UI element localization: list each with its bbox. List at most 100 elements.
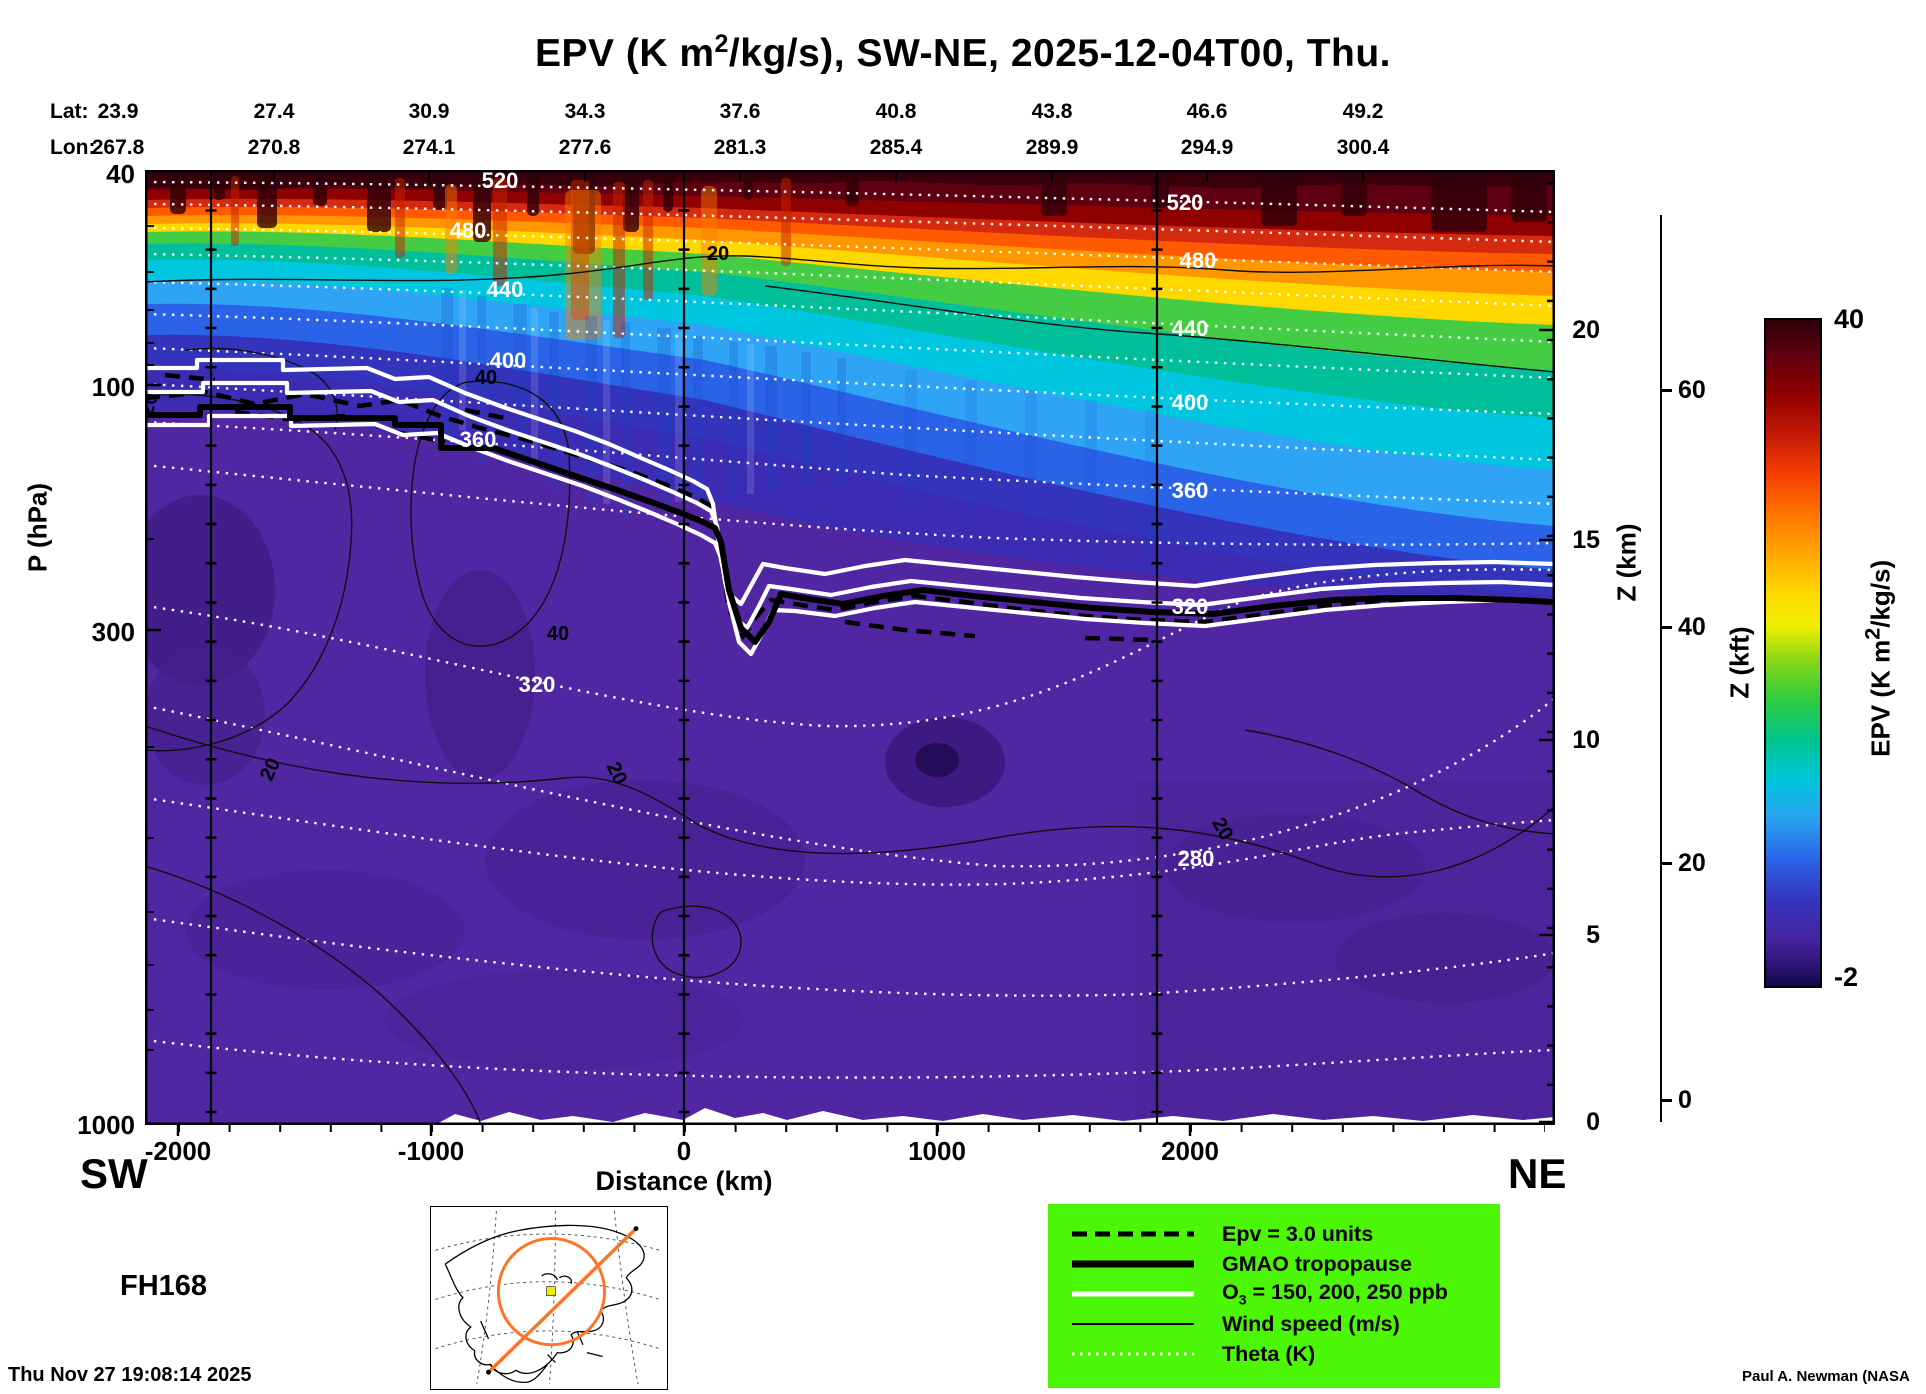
distance-tick-label: 0 [676,1136,692,1166]
svg-text:20: 20 [707,243,729,265]
zkft-tick [1662,389,1672,392]
svg-text:320: 320 [519,672,556,697]
lat-tick: 49.2 [1342,100,1384,123]
pressure-tick-label: 300 [91,617,135,647]
zkft-tick-label: 20 [1678,849,1706,877]
svg-text:320: 320 [1172,594,1209,619]
corner-ne-label: NE [1508,1150,1567,1197]
svg-text:520: 520 [1167,190,1204,215]
thin-line-sample-icon [1072,1323,1194,1325]
zkft-tick-label: 60 [1678,376,1706,404]
thick-line-sample-icon [1072,1260,1194,1268]
legend-label: O3 = 150, 200, 250 ppb [1222,1280,1448,1308]
pressure-tick-label: 40 [106,159,135,189]
zkm-tick-label: 10 [1572,726,1600,754]
plot-frame-and-ticks [145,170,1555,1136]
generation-timestamp: Thu Nov 27 19:08:14 2025 [8,1364,252,1386]
lon-tick: 281.3 [713,136,767,159]
zkm-tick-label: 0 [1586,1108,1600,1136]
pressure-tick-label: 100 [91,372,135,402]
zkft-axis-label: Z (kft) [1724,626,1755,699]
lat-tick: 40.8 [875,100,917,123]
surface-white-mask [435,1108,1555,1125]
page-title: EPV (K m2/kg/s), SW-NE, 2025-12-04T00, T… [534,30,1392,75]
pressure-axis-label: P (hPa) [22,482,53,573]
svg-text:400: 400 [490,348,527,373]
legend: Epv = 3.0 units GMAO tropopause O3 = 150… [1048,1204,1500,1388]
svg-text:480: 480 [450,218,487,243]
lat-axis-label: Lat: [50,100,89,123]
troposphere-patches [145,495,1555,1125]
lon-tick: 267.8 [91,136,145,159]
svg-text:40: 40 [475,367,497,389]
tropopause-line [145,404,1555,645]
legend-label: Wind speed (m/s) [1222,1311,1400,1336]
lon-tick: 274.1 [402,136,456,159]
lon-axis-label: Lon: [50,136,96,159]
map-transect-sw-endpoint [486,1369,491,1375]
map-transect-ne-endpoint [633,1226,639,1232]
lat-tick: 37.6 [719,100,761,123]
white-line-sample-icon [1072,1291,1194,1297]
dashed-line-sample-icon [1072,1231,1194,1237]
locator-map [430,1206,668,1390]
legend-item-wind: Wind speed (m/s) [1068,1309,1500,1339]
lon-tick: 270.8 [247,136,301,159]
locator-map-drawing [435,1210,660,1385]
distance-tick-label: 2000 [1161,1136,1219,1166]
theta-contours [145,180,1555,1079]
lon-tick: 285.4 [869,136,923,159]
map-center-marker [546,1286,556,1296]
legend-label: GMAO tropopause [1222,1251,1412,1276]
epv-colorbar [1764,318,1822,988]
map-range-circle [496,1237,607,1347]
lat-tick: 27.4 [253,100,295,123]
legend-label: Theta (K) [1222,1341,1316,1366]
colorbar-min-label: -2 [1834,962,1859,992]
lon-tick: 289.9 [1025,136,1079,159]
zkm-tick-label: 15 [1572,526,1600,554]
svg-text:480: 480 [1180,248,1217,273]
lat-tick: 46.6 [1186,100,1228,123]
map-transect-line [487,1227,638,1374]
lon-tick: 294.9 [1180,136,1234,159]
svg-text:20: 20 [145,391,163,418]
colorbar-max-label: 40 [1834,304,1865,334]
distance-tick-label: -2000 [144,1136,212,1166]
zkft-tick-label: 0 [1678,1086,1692,1114]
legend-item-ozone: O3 = 150, 200, 250 ppb [1068,1279,1500,1309]
distance-axis-label: Distance (km) [595,1166,773,1196]
forecast-hour-label: FH168 [120,1270,208,1302]
theta-contour-labels: 520 520 480 480 440 440 400 400 360 360 … [450,170,1217,871]
svg-text:400: 400 [1172,390,1209,415]
lat-tick: 30.9 [408,100,450,123]
lat-tick: 23.9 [97,100,139,123]
zkft-tick [1662,862,1672,865]
legend-item-theta: Theta (K) [1068,1339,1500,1369]
zkm-tick-label: 5 [1586,921,1600,949]
dotted-white-line-sample-icon [1072,1352,1194,1356]
cross-section-plot: 520 520 480 480 440 440 400 400 360 360 … [145,170,1555,1136]
corner-sw-label: SW [80,1150,148,1197]
svg-text:360: 360 [460,427,497,452]
zkft-tick [1662,1099,1672,1102]
svg-text:280: 280 [1178,846,1215,871]
svg-text:360: 360 [1172,478,1209,503]
lat-tick: 34.3 [564,100,606,123]
svg-text:440: 440 [487,277,524,302]
zkm-tick-label: 20 [1572,316,1600,344]
zkft-tick [1662,626,1672,629]
svg-text:440: 440 [1172,316,1209,341]
lon-tick: 277.6 [558,136,612,159]
zkft-tick-label: 40 [1678,613,1706,641]
distance-tick-label: -1000 [397,1136,465,1166]
distance-tick-label: 1000 [908,1136,966,1166]
vertical-gridlines [205,170,1163,1125]
credit-text: Paul A. Newman (NASA [1742,1368,1910,1385]
legend-label: Epv = 3.0 units [1222,1221,1374,1246]
legend-item-tropopause: GMAO tropopause [1068,1249,1500,1279]
svg-text:40: 40 [547,623,569,645]
stratosphere-texture [145,170,1555,340]
lon-tick: 300.4 [1336,136,1390,159]
